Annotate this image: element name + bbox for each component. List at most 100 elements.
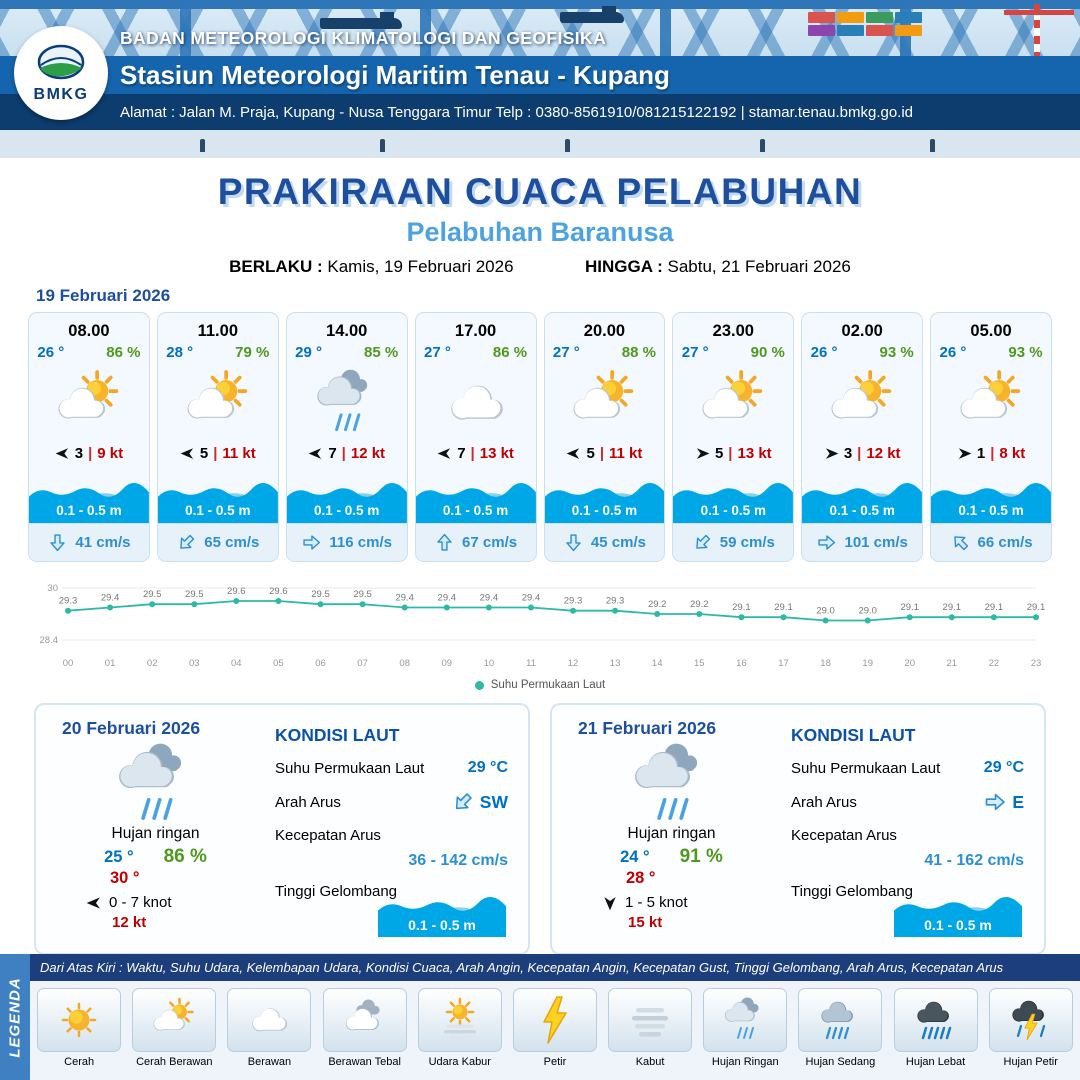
- sst-label: Suhu Permukaan Laut: [791, 759, 941, 777]
- temp-value: 28 °: [166, 344, 194, 361]
- wind-speed: 1: [976, 445, 986, 462]
- current-direction-icon: [451, 790, 475, 814]
- current-direction-row: Arah Arus E: [791, 790, 1024, 814]
- temp-humidity-row: 28 ° 79 %: [166, 344, 269, 361]
- svg-text:29.1: 29.1: [774, 602, 793, 613]
- sst-chart: 30 28.4 29.3 00 29.4 01 29.5 02 29.5 03 29.6 04 29.6…: [30, 572, 1050, 679]
- svg-text:29.6: 29.6: [227, 586, 246, 597]
- legend-section: LEGENDA Dari Atas Kiri : Waktu, Suhu Uda…: [0, 954, 1080, 1080]
- wind-speed: 5: [199, 445, 209, 462]
- svg-text:29.0: 29.0: [816, 606, 835, 617]
- humidity-value: 90 %: [750, 344, 785, 361]
- legend-item: Hujan Petir: [985, 988, 1077, 1068]
- wind-knots: 9 kt: [97, 445, 124, 462]
- bmkg-emblem-icon: [37, 44, 85, 79]
- legend-label: Berawan Tebal: [328, 1056, 401, 1068]
- legend-item: Berawan: [223, 988, 315, 1068]
- legend-kabut-icon: [608, 988, 693, 1052]
- legend-hujan-petir-icon: [988, 988, 1073, 1052]
- humidity-value: 91 %: [679, 846, 723, 867]
- weather-icon: [181, 363, 255, 443]
- wave-height-value: 0.1 - 0.5 m: [924, 917, 992, 933]
- current-speed-row: Kecepatan Arus: [275, 827, 508, 844]
- window-mullion: [660, 0, 671, 60]
- svg-text:29.4: 29.4: [522, 593, 541, 604]
- daily-cards-row: 20 Februari 2026 Hujan ringan 25 ° 86 % …: [34, 703, 1046, 955]
- forecast-card: 17.00 27 ° 86 % 7 | 13 kt 0.1 - 0.5 m 67 cm/s: [414, 312, 537, 562]
- chart-legend-marker: [474, 680, 484, 690]
- wave-height-value: 0.1 - 0.5 m: [829, 503, 895, 518]
- wind-separator: |: [857, 445, 862, 462]
- svg-text:29.3: 29.3: [606, 596, 625, 607]
- temp-humidity-row: 26 ° 93 %: [811, 344, 914, 361]
- svg-text:29.4: 29.4: [101, 593, 120, 604]
- gust-value: 15 kt: [628, 914, 663, 931]
- current-speed: 41 cm/s: [75, 534, 131, 551]
- wind-row: 5 | 11 kt: [566, 445, 642, 462]
- weather-icon: [568, 739, 775, 825]
- legend-item: Petir: [509, 988, 601, 1068]
- wave-height-band: 0.1 - 0.5 m: [931, 479, 1051, 523]
- humidity-value: 85 %: [364, 344, 399, 361]
- svg-text:06: 06: [315, 658, 326, 669]
- temp-min: 25 °: [104, 848, 134, 866]
- container-stack-illustration: [808, 12, 930, 36]
- time-label: 08.00: [68, 322, 110, 340]
- current-speed-row: Kecepatan Arus: [791, 827, 1024, 844]
- wind-row: 5 | 11 kt: [180, 445, 256, 462]
- current-row: 65 cm/s: [157, 523, 278, 561]
- temp-humidity-row: 24 ° 91 %: [568, 846, 775, 868]
- sst-value: 29 °C: [983, 759, 1024, 776]
- temp-min: 24 °: [620, 848, 650, 866]
- wave-height-band: 0.1 - 0.5 m: [802, 479, 923, 523]
- legend-item: Berawan Tebal: [319, 988, 411, 1068]
- ship-illustration: [560, 6, 624, 23]
- forecast-card: 05.00 26 ° 93 % 1 | 8 kt 0.1 - 0.5 m 66 cm/s: [930, 312, 1052, 562]
- berlaku-value: Kamis, 19 Februari 2026: [327, 257, 514, 276]
- temp-value: 29 °: [295, 344, 322, 361]
- day-summary: 20 Februari 2026 Hujan ringan 25 ° 86 % …: [52, 713, 259, 945]
- svg-text:12: 12: [568, 658, 579, 669]
- svg-text:16: 16: [736, 658, 747, 669]
- temp-value: 26 °: [939, 344, 967, 361]
- wave-height-band: 0.1 - 0.5 m: [157, 479, 278, 523]
- humidity-value: 79 %: [235, 344, 270, 361]
- current-speed: 66 cm/s: [977, 534, 1033, 551]
- wind-speed: 3: [74, 445, 84, 462]
- current-speed: 67 cm/s: [462, 534, 518, 551]
- legend-label: Cerah Berawan: [136, 1056, 213, 1068]
- temp-humidity-row: 26 ° 86 %: [37, 344, 140, 361]
- wave-graphic: [378, 893, 506, 937]
- wind-separator: |: [728, 445, 733, 462]
- temp-value: 27 °: [552, 344, 580, 361]
- current-direction-text: E: [1012, 791, 1024, 812]
- svg-text:08: 08: [399, 658, 410, 669]
- day-forecast-card-21feb: 21 Februari 2026 Hujan ringan 24 ° 91 % …: [550, 703, 1046, 955]
- wind-knots: 12 kt: [350, 445, 386, 462]
- forecast-card: 20.00 27 ° 88 % 5 | 11 kt 0.1 - 0.5 m 45 cm/s: [543, 312, 666, 562]
- legend-berawan-tebal-icon: [322, 988, 407, 1052]
- svg-text:15: 15: [694, 658, 705, 669]
- current-direction-row: Arah Arus SW: [275, 790, 508, 814]
- sea-conditions-panel: KONDISI LAUT Suhu Permukaan Laut 29 °C A…: [775, 713, 1028, 945]
- svg-text:01: 01: [105, 658, 116, 669]
- temp-max: 28 °: [626, 869, 656, 887]
- time-label: 11.00: [197, 322, 238, 340]
- legend-items-row: Cerah Cerah Berawan Berawan Berawan Tebal Ud…: [30, 981, 1080, 1080]
- svg-text:20: 20: [904, 658, 915, 669]
- wind-knots: 11 kt: [222, 445, 256, 462]
- svg-text:28.4: 28.4: [40, 635, 59, 646]
- wave-height-band: 0.1 - 0.5 m: [29, 479, 149, 523]
- wind-direction-icon: [602, 895, 618, 911]
- hingga-label: HINGGA :: [585, 257, 663, 276]
- day-summary: 21 Februari 2026 Hujan ringan 24 ° 91 % …: [568, 713, 775, 945]
- page-title: PRAKIRAAN CUACA PELABUHAN: [217, 171, 863, 212]
- current-speed-value: 41 - 162 cm/s: [924, 852, 1024, 869]
- svg-text:30: 30: [47, 583, 58, 594]
- current-direction-label: Arah Arus: [275, 793, 341, 811]
- legend-item: Hujan Sedang: [794, 988, 886, 1068]
- forecast-card: 23.00 27 ° 90 % 5 | 13 kt 0.1 - 0.5 m 59 cm/s: [672, 312, 795, 562]
- current-speed-value: 36 - 142 cm/s: [408, 852, 508, 869]
- svg-text:04: 04: [231, 658, 242, 669]
- current-row: 41 cm/s: [29, 523, 149, 561]
